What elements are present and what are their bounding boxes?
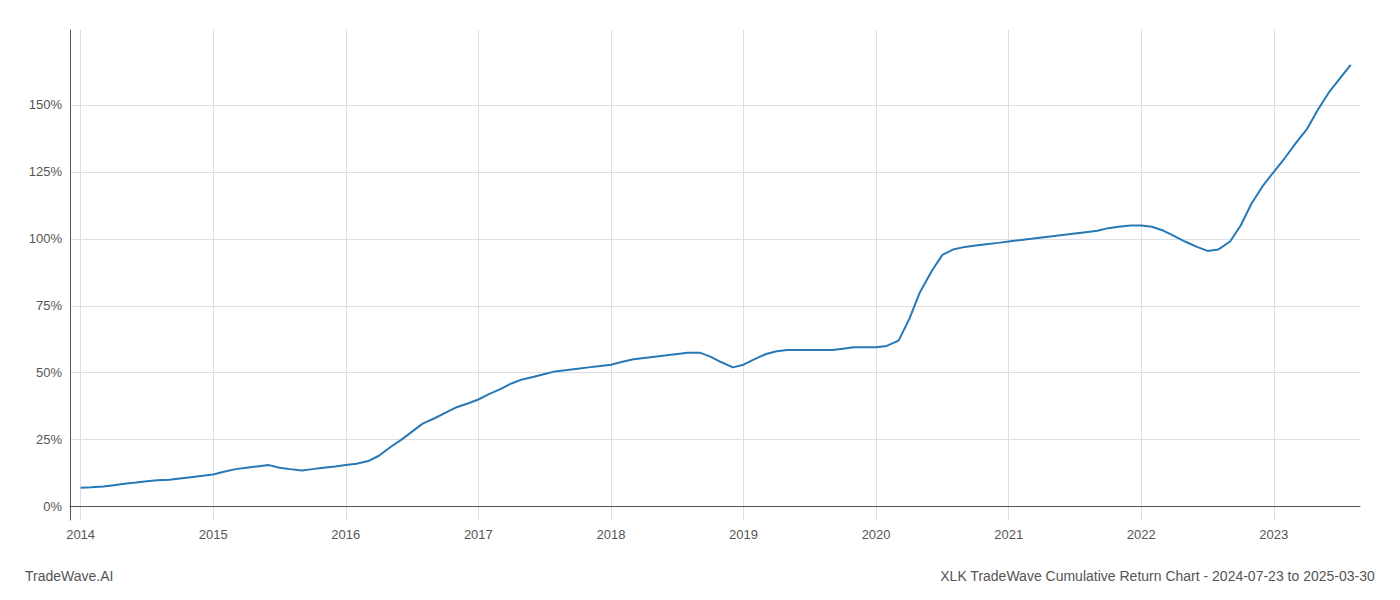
svg-text:2015: 2015 bbox=[199, 527, 228, 542]
svg-text:2020: 2020 bbox=[862, 527, 891, 542]
svg-text:2021: 2021 bbox=[994, 527, 1023, 542]
svg-text:2023: 2023 bbox=[1259, 527, 1288, 542]
svg-text:2014: 2014 bbox=[66, 527, 95, 542]
svg-text:2019: 2019 bbox=[729, 527, 758, 542]
svg-text:25%: 25% bbox=[36, 432, 62, 447]
svg-text:100%: 100% bbox=[29, 231, 63, 246]
svg-text:50%: 50% bbox=[36, 365, 62, 380]
svg-text:125%: 125% bbox=[29, 164, 63, 179]
svg-text:2018: 2018 bbox=[596, 527, 625, 542]
svg-text:TradeWave.AI: TradeWave.AI bbox=[25, 568, 113, 584]
svg-text:0%: 0% bbox=[43, 499, 62, 514]
svg-text:150%: 150% bbox=[29, 97, 63, 112]
svg-text:XLK TradeWave Cumulative Retur: XLK TradeWave Cumulative Return Chart - … bbox=[940, 568, 1375, 584]
svg-text:2017: 2017 bbox=[464, 527, 493, 542]
svg-text:2016: 2016 bbox=[331, 527, 360, 542]
svg-text:75%: 75% bbox=[36, 298, 62, 313]
svg-text:2022: 2022 bbox=[1127, 527, 1156, 542]
